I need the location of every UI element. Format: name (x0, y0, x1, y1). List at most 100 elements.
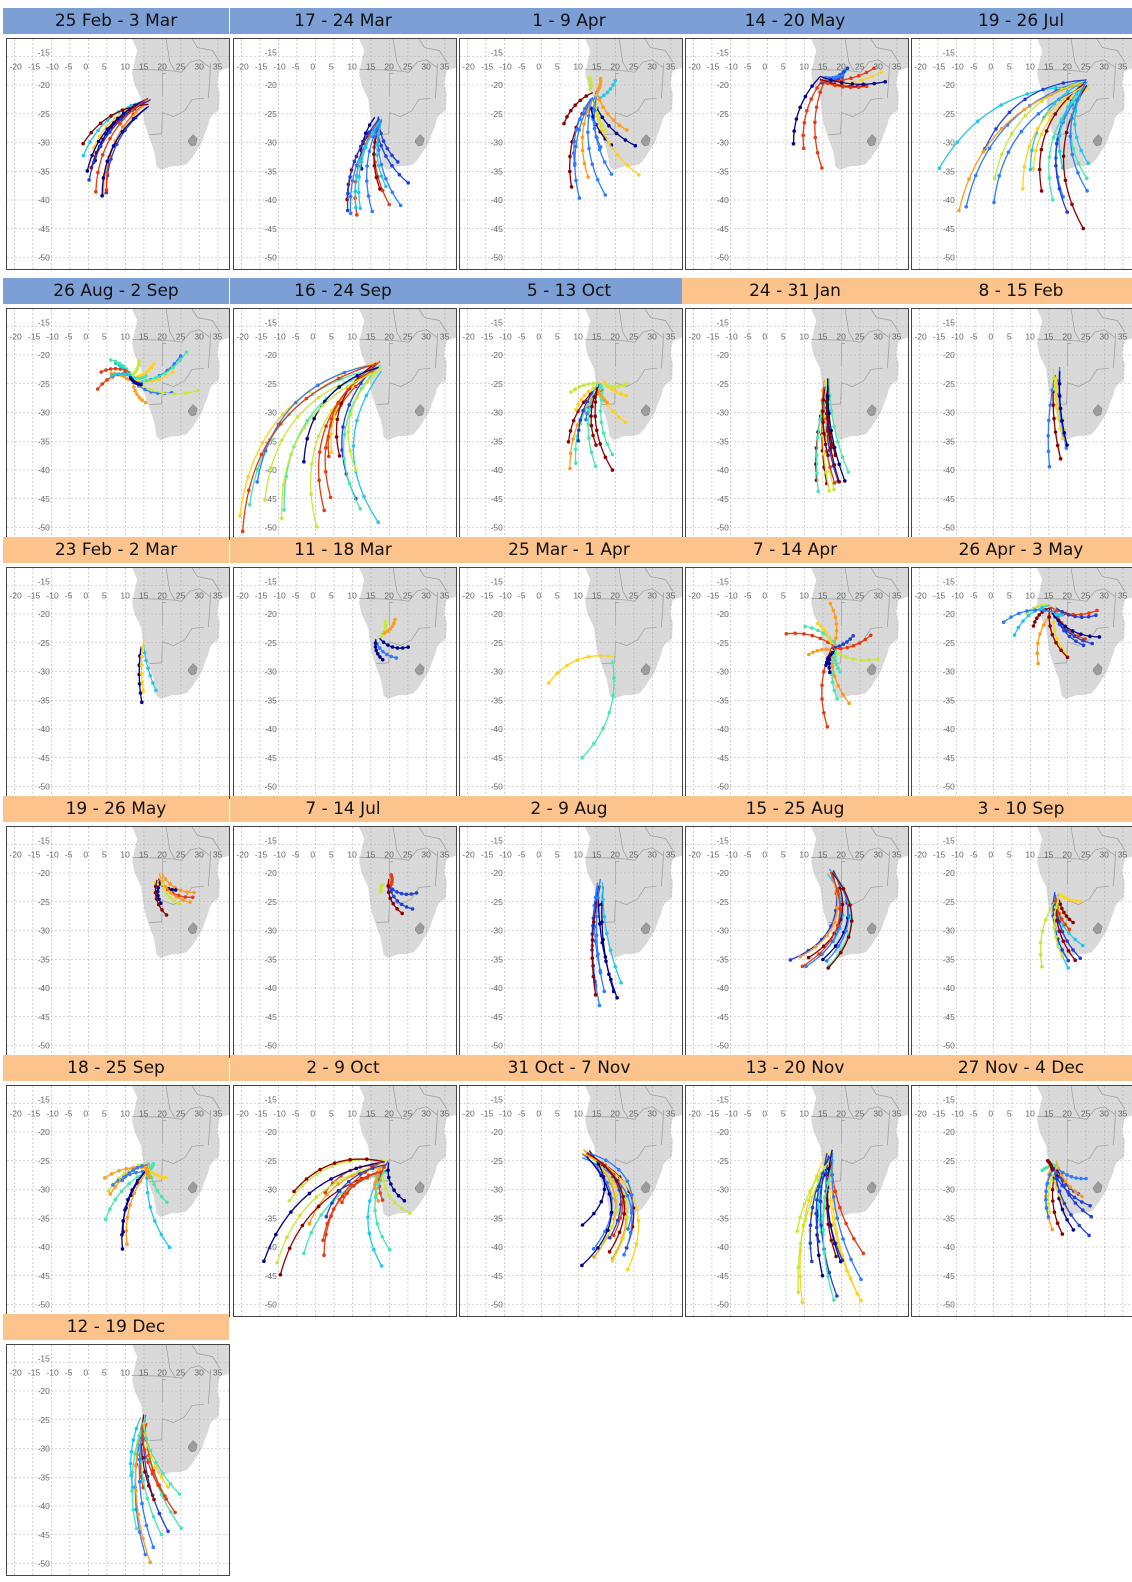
map-panel: 24 - 31 Jan -20 -15 -10 -5 0 5 10 15 20 25 30 35 -15-… (682, 278, 909, 540)
lon-tick-label: 10 (799, 331, 809, 341)
trajectory-point (565, 115, 569, 119)
trajectory-point (840, 902, 845, 907)
lon-tick-label: 0 (310, 331, 315, 341)
lat-tick-label: -20 (943, 868, 956, 878)
lon-tick-label: 25 (176, 331, 186, 341)
trajectory-point (135, 1165, 140, 1170)
trajectory-point (997, 174, 1002, 178)
country-border (132, 598, 182, 602)
trajectory-point (366, 194, 371, 198)
trajectory-point (825, 657, 830, 662)
trajectory-point (1038, 632, 1042, 636)
trajectory-point (827, 489, 832, 493)
trajectory-point (1007, 110, 1012, 115)
lon-tick-label: -10 (499, 61, 512, 71)
trajectory-point (824, 663, 828, 667)
lon-tick-label: 35 (1118, 590, 1128, 600)
trajectory-point (632, 1198, 636, 1202)
trajectory-point (1060, 418, 1064, 423)
lon-tick-label: -5 (744, 849, 752, 859)
trajectory-point (393, 617, 397, 622)
trajectory-point (592, 121, 597, 126)
lon-tick-label: 15 (139, 590, 149, 600)
trajectory-point (329, 417, 334, 421)
trajectory-point (1047, 1185, 1052, 1190)
trajectory-point (868, 633, 873, 638)
country-border (811, 339, 861, 343)
trajectory-point (281, 482, 286, 487)
trajectory-point (603, 398, 607, 403)
lon-tick-label: -10 (725, 849, 738, 859)
trajectory-point (622, 1212, 626, 1216)
trajectory-point (597, 97, 602, 102)
trajectory-point (113, 366, 118, 371)
trajectory-point (598, 970, 603, 975)
lon-tick-label: 35 (213, 1108, 223, 1118)
trajectory-point (372, 163, 377, 168)
trajectory-point (580, 135, 585, 139)
trajectory-point (1037, 613, 1041, 617)
trajectory-point (152, 1182, 156, 1187)
lat-tick-label: -20 (491, 609, 504, 619)
trajectory-point (367, 149, 372, 154)
trajectory-point (813, 945, 818, 949)
trajectory-point (823, 442, 828, 447)
trajectory-point (1060, 929, 1065, 934)
lat-tick-label: -45 (38, 494, 51, 504)
lat-tick-label: -20 (491, 1127, 504, 1137)
trajectory-point (1047, 418, 1051, 423)
lon-tick-label: 35 (892, 61, 902, 71)
trajectory-point (367, 123, 372, 127)
africa-landmass (1037, 568, 1132, 700)
country-border (1070, 827, 1081, 860)
trajectory-point (821, 452, 826, 456)
lat-tick-label: -50 (265, 1041, 278, 1051)
trajectory-point (113, 1197, 118, 1202)
trajectory-point (380, 1235, 384, 1239)
trajectory-point (372, 152, 376, 156)
trajectory-point (346, 191, 350, 196)
trajectory-point (159, 1232, 164, 1237)
trajectory-point (587, 146, 591, 151)
trajectory-point (844, 655, 848, 659)
lon-tick-label: -15 (707, 1108, 720, 1118)
trajectory-point (815, 648, 820, 653)
africa-landmass (585, 827, 682, 959)
trajectory-point (824, 1171, 829, 1176)
lat-tick-label: -50 (38, 523, 51, 533)
country-border (165, 309, 176, 342)
lat-tick-label: -30 (717, 1185, 730, 1195)
lon-tick-label: -20 (688, 590, 701, 600)
lon-tick-label: 25 (1081, 849, 1091, 859)
trajectory-point (163, 877, 168, 881)
trajectory-point (1031, 624, 1036, 628)
trajectory-point (318, 1167, 322, 1172)
trajectory-point (329, 1177, 333, 1181)
trajectory-point (1041, 87, 1045, 92)
trajectory-point (321, 403, 325, 408)
lon-tick-label: 10 (120, 590, 130, 600)
lat-tick-label: -25 (38, 1415, 51, 1425)
lat-tick-label: -25 (943, 379, 956, 389)
trajectory-point (1066, 612, 1071, 617)
lat-tick-label: -25 (717, 1156, 730, 1166)
country-border (165, 827, 176, 860)
country-border (634, 847, 664, 861)
trajectory-point (591, 386, 595, 390)
trajectory-point (1078, 899, 1083, 903)
trajectory-point (626, 1227, 630, 1231)
panel-title: 11 - 18 Mar (230, 537, 456, 563)
trajectory-point (133, 1452, 137, 1456)
lon-tick-label: -15 (255, 61, 268, 71)
trajectory-point (159, 1532, 164, 1537)
lon-tick-label: -20 (914, 590, 927, 600)
trajectory-point (168, 1482, 173, 1486)
map-panel: 16 - 24 Sep -20 -15 -10 -5 0 5 10 15 20 25 30 35 -15-… (230, 278, 457, 540)
lat-tick-label: -35 (491, 695, 504, 705)
lat-tick-label: -40 (717, 1242, 730, 1252)
trajectory-point (826, 1181, 830, 1185)
lon-tick-label: 25 (176, 1108, 186, 1118)
trajectory-point (1057, 134, 1062, 138)
